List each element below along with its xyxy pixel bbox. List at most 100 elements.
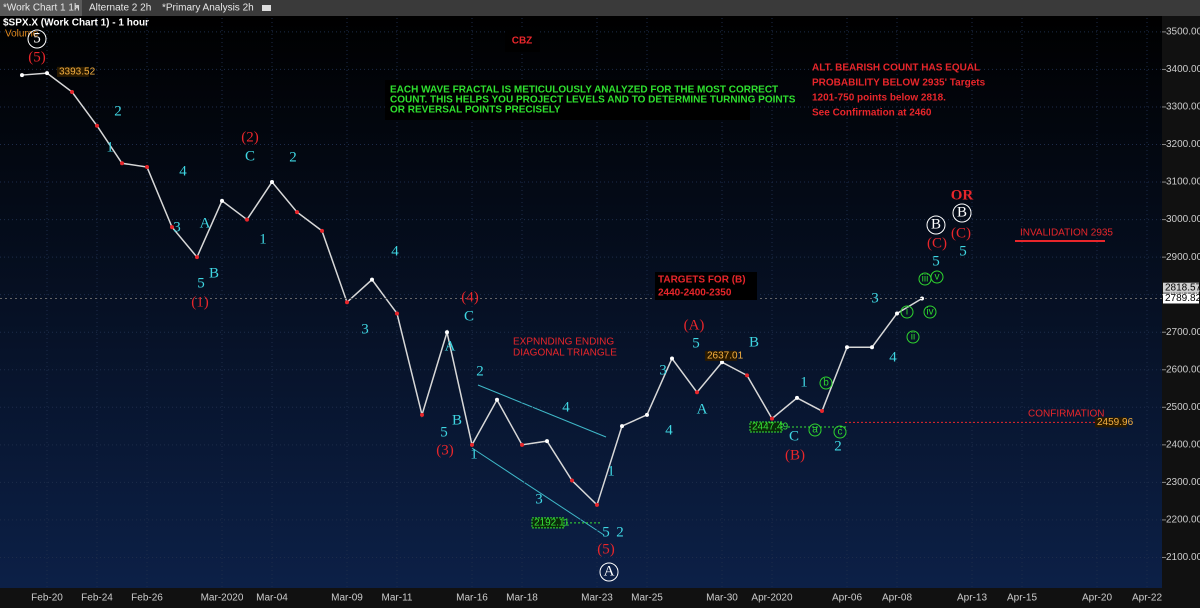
- x-tick-label: Apr-2020: [751, 593, 793, 604]
- note: OR REVERSAL POINTS PRECISELY: [390, 105, 561, 116]
- chart-title: $SPX.X (Work Chart 1) - 1 hour: [3, 18, 149, 29]
- note-box: [655, 272, 757, 300]
- wave-label: 5: [440, 424, 448, 440]
- price-point: [45, 71, 49, 76]
- price-label: 2447.49: [752, 422, 789, 433]
- y-tick-label: 3000.00: [1166, 214, 1200, 225]
- wave-circle: [808, 423, 822, 437]
- wave-label: OR: [951, 187, 974, 203]
- y-tick-label: 3200.00: [1166, 139, 1200, 150]
- wave-label: c: [838, 427, 843, 438]
- tab[interactable]: Alternate 2 2h: [89, 3, 151, 14]
- wave-label: 3: [173, 219, 181, 235]
- note: COUNT. THIS HELPS YOU PROJECT LEVELS AND…: [390, 95, 796, 106]
- price-point: [820, 409, 824, 414]
- wave-label: 4: [179, 163, 187, 179]
- folder-icon[interactable]: [262, 5, 271, 11]
- price-point: [145, 165, 149, 170]
- price-point: [595, 502, 599, 507]
- price-point: [895, 311, 899, 316]
- price-label-box: [705, 350, 737, 361]
- price-point: [270, 180, 274, 185]
- diagonal-line: [471, 447, 605, 536]
- price-point: [695, 390, 699, 395]
- price-point: [295, 210, 299, 215]
- x-tick-label: Mar-2020: [201, 593, 244, 604]
- price-point: [570, 478, 574, 483]
- wave-label: 5: [692, 335, 700, 351]
- price-label: 2789.82: [1165, 293, 1200, 304]
- price-label: 2637.01: [707, 351, 744, 362]
- tab-bar: [0, 0, 1200, 16]
- wave-label: B: [452, 412, 462, 428]
- price-point: [395, 311, 399, 316]
- price-label-box: [1163, 282, 1199, 293]
- invalidation-line: [1015, 240, 1105, 242]
- tab[interactable]: *Primary Analysis 2h: [162, 3, 254, 14]
- note: CONFIRMATION: [1028, 409, 1104, 420]
- wave-label: 5: [197, 275, 205, 291]
- wave-label: iv: [926, 307, 933, 318]
- x-tick-label: Apr-13: [957, 593, 987, 604]
- note-box: [385, 80, 750, 120]
- x-tick-label: Mar-18: [506, 593, 538, 604]
- wave-label: (C): [927, 235, 947, 251]
- wave-label: v: [935, 272, 940, 283]
- price-point: [495, 397, 499, 402]
- x-tick-label: Apr-06: [832, 593, 862, 604]
- wave-circle: [599, 562, 619, 582]
- price-label-box: [57, 66, 89, 77]
- x-tick-label: Mar-11: [382, 593, 413, 604]
- x-tick-label: Apr-20: [1082, 593, 1112, 604]
- tab[interactable]: *Work Chart 1 1h: [3, 3, 80, 14]
- wave-label: B: [957, 204, 967, 220]
- price-point: [170, 225, 174, 230]
- wave-label: 5: [33, 30, 41, 46]
- price-point: [370, 277, 374, 282]
- wave-label: 2: [616, 524, 624, 540]
- price-label-box: [531, 517, 565, 529]
- price-label-box: [749, 421, 783, 433]
- wave-label: b: [823, 378, 829, 389]
- y-tick-label: 3100.00: [1166, 177, 1200, 188]
- wave-label: a: [812, 425, 818, 436]
- active-tab[interactable]: [0, 0, 82, 16]
- y-tick-label: 3400.00: [1166, 64, 1200, 75]
- wave-label: 1: [800, 374, 808, 390]
- wave-label: i: [906, 307, 908, 318]
- y-tick-label: 2600.00: [1166, 364, 1200, 375]
- wave-label: 4: [391, 243, 399, 259]
- x-tick-label: Mar-04: [256, 593, 288, 604]
- price-point: [20, 73, 24, 78]
- x-tick-label: Apr-08: [882, 593, 912, 604]
- price-label: 2192.11: [534, 518, 570, 529]
- tab-close[interactable]: ×: [74, 3, 80, 14]
- price-label: 3393.52: [59, 67, 96, 78]
- wave-label: (B): [785, 447, 805, 463]
- x-tick-label: Mar-30: [706, 593, 738, 604]
- x-tick-label: Feb-20: [31, 593, 63, 604]
- wave-label: C: [789, 428, 799, 444]
- wave-label: 2: [289, 149, 297, 165]
- wave-label: (5): [28, 49, 46, 65]
- wave-circle: [819, 376, 833, 390]
- price-point: [445, 330, 449, 335]
- wave-label: 5: [602, 524, 610, 540]
- wave-label: B: [209, 265, 219, 281]
- price-point: [795, 395, 799, 400]
- note: EACH WAVE FRACTAL IS METICULOUSLY ANALYZ…: [390, 85, 778, 96]
- diagonal-line: [477, 384, 607, 438]
- wave-label: 3: [659, 362, 667, 378]
- wave-label: 3: [361, 321, 369, 337]
- wave-label: A: [445, 338, 456, 354]
- x-tick-label: Apr-15: [1007, 593, 1037, 604]
- wave-label: C: [464, 308, 474, 324]
- y-tick-label: 2200.00: [1166, 515, 1200, 526]
- price-point: [95, 123, 99, 128]
- x-tick-label: Mar-09: [331, 593, 363, 604]
- wave-label: A: [604, 563, 615, 579]
- wave-label: (3): [436, 442, 454, 458]
- wave-label: A: [200, 215, 211, 231]
- y-tick-label: 3500.00: [1166, 27, 1200, 38]
- wave-label: 2: [476, 363, 484, 379]
